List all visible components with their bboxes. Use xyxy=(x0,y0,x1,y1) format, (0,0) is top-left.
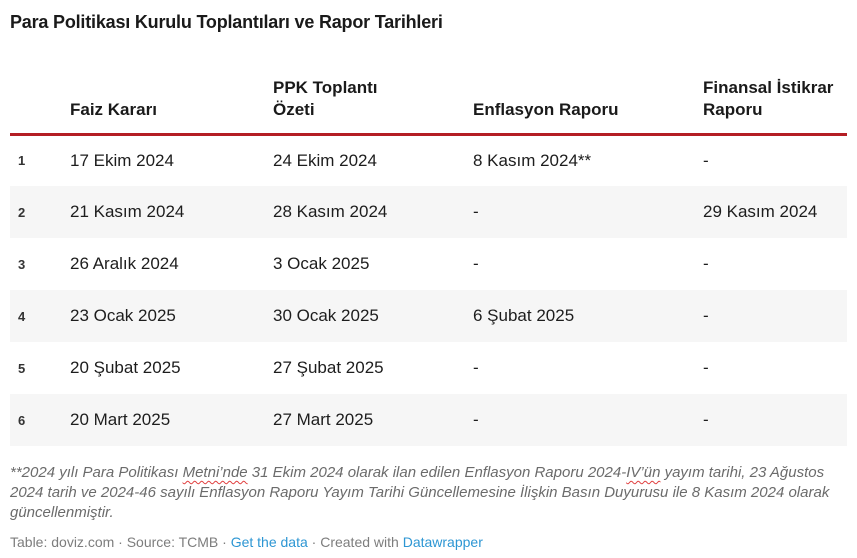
table-cell: - xyxy=(703,358,709,377)
table-cell: - xyxy=(473,202,479,221)
table-cell: 17 Ekim 2024 xyxy=(70,150,174,170)
row-number: 1 xyxy=(18,153,26,169)
table-cell: - xyxy=(703,306,709,325)
row-number: 2 xyxy=(18,204,26,220)
table-row: 1 17 Ekim 2024 24 Ekim 2024 8 Kasım 2024** - xyxy=(10,134,847,186)
row-number: 6 xyxy=(18,412,26,428)
data-table: Faiz Kararı PPK Toplantı Özeti Enflasyon… xyxy=(10,34,847,446)
datawrapper-link[interactable]: Datawrapper xyxy=(402,534,483,550)
page-title: Para Politikası Kurulu Toplantıları ve R… xyxy=(10,12,443,32)
row-number: 3 xyxy=(18,256,26,272)
table-row: 3 26 Aralık 2024 3 Ocak 2025 - - xyxy=(10,238,847,290)
footnote: **2024 yılı Para Politikası Metni’nde 31… xyxy=(10,463,847,523)
table-cell: 24 Ekim 2024 xyxy=(273,150,377,170)
table-cell: 6 Şubat 2025 xyxy=(473,306,575,325)
col-header-faiz-karari: Faiz Kararı xyxy=(70,34,273,136)
created-with-text: · Created with xyxy=(307,534,403,550)
table-cell: 20 Şubat 2025 xyxy=(70,358,181,377)
table-row: 4 23 Ocak 2025 30 Ocak 2025 6 Şubat 2025 - xyxy=(10,290,847,342)
footnote-text: yayım tarihi, 23 Ağustos 2024 tarih ve 2… xyxy=(10,464,830,521)
col-header-row-number xyxy=(10,34,70,136)
table-cell: - xyxy=(703,410,709,429)
col-header-ppk-toplanti-ozeti: PPK Toplantı Özeti xyxy=(273,34,473,136)
row-number: 4 xyxy=(18,308,26,324)
table-cell: - xyxy=(473,410,479,429)
spellcheck-squiggle-word: IV’ün xyxy=(626,464,661,481)
table-cell: 21 Kasım 2024 xyxy=(70,202,185,221)
table-cell: 26 Aralık 2024 xyxy=(70,254,179,273)
table-cell: 8 Kasım 2024** xyxy=(473,150,592,170)
table-cell: 20 Mart 2025 xyxy=(70,410,171,429)
table-row: 5 20 Şubat 2025 27 Şubat 2025 - - xyxy=(10,342,847,394)
table-header-row: Faiz Kararı PPK Toplantı Özeti Enflasyon… xyxy=(10,34,847,136)
table-cell: - xyxy=(473,254,479,273)
row-number: 5 xyxy=(18,360,26,376)
table-cell: - xyxy=(703,254,709,273)
col-header-finansal-istikrar-raporu: Finansal İstikrar Raporu xyxy=(703,34,847,136)
table-row: 6 20 Mart 2025 27 Mart 2025 - - xyxy=(10,394,847,446)
table-cell: 29 Kasım 2024 xyxy=(703,202,818,221)
table-cell: 30 Ocak 2025 xyxy=(273,306,379,325)
table-cell: 27 Mart 2025 xyxy=(273,410,374,429)
table-row: 2 21 Kasım 2024 28 Kasım 2024 - 29 Kasım 202… xyxy=(10,186,847,238)
attribution-bar: Table: doviz.com · Source: TCMB · Get th… xyxy=(10,534,847,550)
get-the-data-link[interactable]: Get the data xyxy=(230,534,308,550)
footnote-text: 31 Ekim 2024 olarak ilan edilen Enflasyo… xyxy=(247,464,627,481)
table-cell: - xyxy=(703,150,709,170)
table-cell: 28 Kasım 2024 xyxy=(273,202,388,221)
spellcheck-squiggle-word: Metni’nde xyxy=(182,464,248,481)
table-cell: 27 Şubat 2025 xyxy=(273,358,384,377)
footnote-text: **2024 yılı Para Politikası xyxy=(10,464,183,481)
credit-text: Table: doviz.com · Source: TCMB · xyxy=(10,534,231,550)
col-header-enflasyon-raporu: Enflasyon Raporu xyxy=(473,34,703,136)
table-cell: - xyxy=(473,358,479,377)
table-cell: 23 Ocak 2025 xyxy=(70,306,176,325)
table-cell: 3 Ocak 2025 xyxy=(273,254,370,273)
